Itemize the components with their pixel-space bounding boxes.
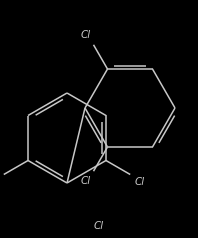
Text: Cl: Cl [94,221,104,231]
Text: Cl: Cl [81,176,91,186]
Text: Cl: Cl [135,177,145,187]
Text: Cl: Cl [81,30,91,40]
